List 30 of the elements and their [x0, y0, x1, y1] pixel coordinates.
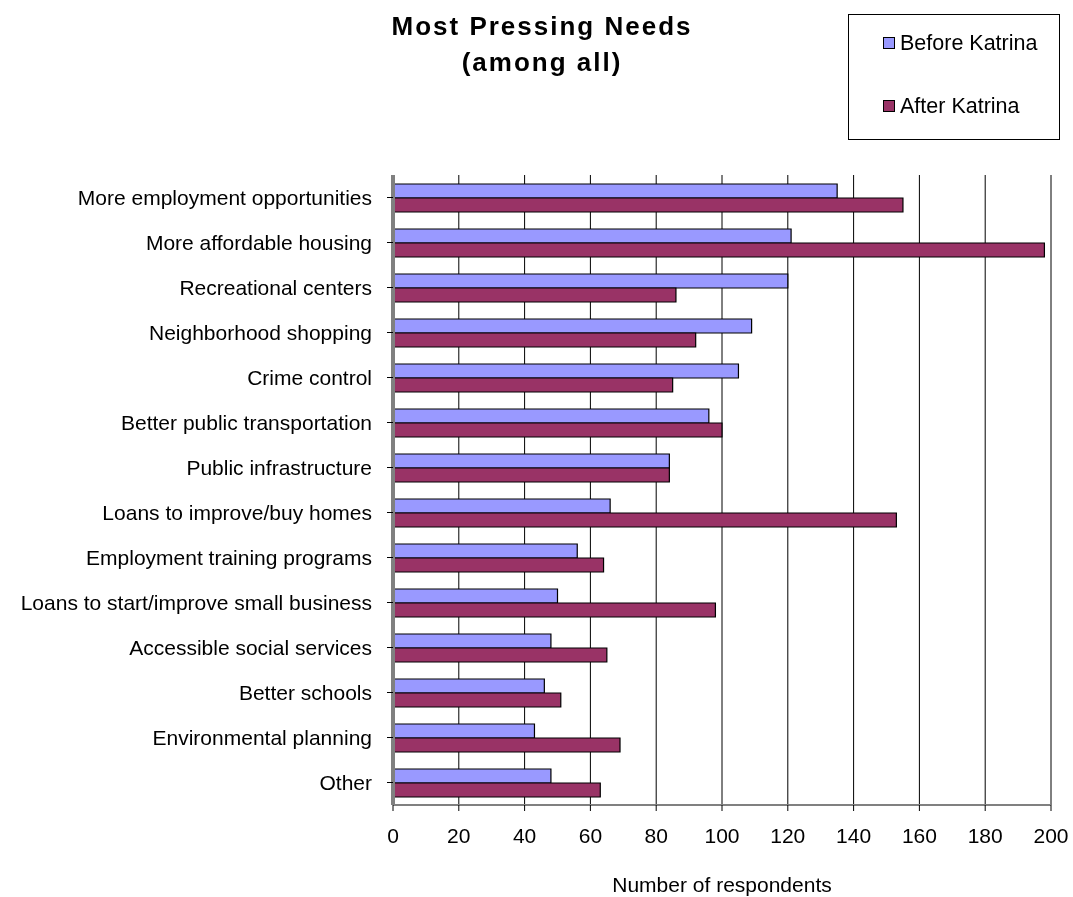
y-tick-label: Loans to improve/buy homes — [102, 500, 372, 524]
x-tick-label: 180 — [967, 823, 1003, 847]
x-tick-label: 120 — [770, 823, 806, 847]
y-tick-label: Environmental planning — [152, 725, 372, 749]
x-axis-title: Number of respondents — [611, 873, 833, 897]
y-tick-label: Better schools — [238, 680, 372, 704]
chart-title: Most Pressing Needs — [390, 10, 694, 43]
x-tick-label: 140 — [836, 823, 872, 847]
x-tick-label: 160 — [901, 823, 937, 847]
y-tick-label: Better public transportation — [121, 410, 372, 434]
x-tick-label: 40 — [512, 823, 537, 847]
x-tick-label: 200 — [1033, 823, 1069, 847]
y-tick-label: Loans to start/improve small business — [20, 590, 372, 614]
y-tick-label: More affordable housing — [145, 230, 372, 254]
x-tick-label: 20 — [447, 823, 471, 847]
y-tick-label: Accessible social services — [129, 635, 372, 659]
x-tick-label: 0 — [387, 823, 399, 847]
y-tick-label: Neighborhood shopping — [148, 320, 372, 344]
y-tick-label: Public infrastructure — [186, 455, 372, 479]
x-tick-label: 100 — [704, 823, 740, 847]
legend-label: Before Katrina — [900, 30, 1038, 56]
legend-label: After Katrina — [900, 93, 1020, 119]
chart-subtitle: (among all) — [460, 46, 624, 79]
y-tick-label: Recreational centers — [179, 275, 372, 299]
y-tick-label: Employment training programs — [86, 545, 372, 569]
y-tick-label: More employment opportunities — [77, 185, 372, 209]
y-tick-label: Other — [319, 770, 372, 794]
x-tick-label: 80 — [644, 823, 668, 847]
x-tick-label: 60 — [578, 823, 603, 847]
y-tick-label: Crime control — [247, 365, 372, 389]
